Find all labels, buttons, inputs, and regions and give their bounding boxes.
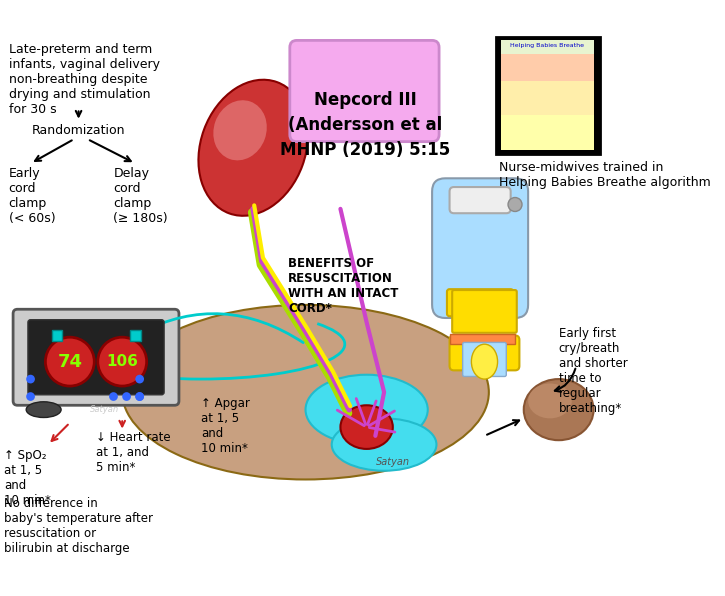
Text: ↓ Heart rate
at 1, and
5 min*: ↓ Heart rate at 1, and 5 min* <box>96 432 170 474</box>
FancyBboxPatch shape <box>463 343 506 377</box>
Bar <box>130 330 141 341</box>
Text: Satyan: Satyan <box>376 457 410 467</box>
Bar <box>501 80 594 116</box>
Text: Early first
cry/breath
and shorter
time to
regular
breathing*: Early first cry/breath and shorter time … <box>559 327 627 415</box>
Ellipse shape <box>305 375 428 445</box>
Ellipse shape <box>471 344 497 379</box>
Circle shape <box>136 392 144 401</box>
Text: Satyan: Satyan <box>90 405 120 414</box>
Text: Late-preterm and term
infants, vaginal delivery
non-breathing despite
drying and: Late-preterm and term infants, vaginal d… <box>9 43 159 116</box>
Text: ↑ Apgar
at 1, 5
and
10 min*: ↑ Apgar at 1, 5 and 10 min* <box>201 396 249 455</box>
Circle shape <box>123 392 131 401</box>
Bar <box>501 41 594 150</box>
FancyBboxPatch shape <box>452 290 517 333</box>
Circle shape <box>26 375 35 383</box>
Text: ↑ SpO₂
at 1, 5
and
10 min*: ↑ SpO₂ at 1, 5 and 10 min* <box>4 449 51 507</box>
FancyBboxPatch shape <box>290 41 439 142</box>
Text: No difference in
baby's temperature after
resuscitation or
bilirubin at discharg: No difference in baby's temperature afte… <box>4 497 154 555</box>
Ellipse shape <box>528 383 572 418</box>
Ellipse shape <box>26 402 61 417</box>
Circle shape <box>26 392 35 401</box>
Text: Delay
cord
clamp
(≥ 180s): Delay cord clamp (≥ 180s) <box>114 167 168 225</box>
FancyBboxPatch shape <box>432 178 528 318</box>
FancyBboxPatch shape <box>496 37 600 154</box>
FancyBboxPatch shape <box>450 336 519 370</box>
Circle shape <box>46 337 94 386</box>
Circle shape <box>136 392 144 401</box>
FancyBboxPatch shape <box>450 187 510 213</box>
Text: Nurse-midwives trained in
Helping Babies Breathe algorithm: Nurse-midwives trained in Helping Babies… <box>500 161 711 189</box>
Circle shape <box>508 197 522 212</box>
Text: Nepcord III
(Andersson et al
MHNP (2019) 5:15: Nepcord III (Andersson et al MHNP (2019)… <box>280 91 450 159</box>
Text: 106: 106 <box>107 354 138 369</box>
Bar <box>501 54 594 80</box>
Ellipse shape <box>213 100 267 160</box>
Ellipse shape <box>523 379 594 440</box>
FancyBboxPatch shape <box>447 289 513 316</box>
Ellipse shape <box>199 80 308 216</box>
Circle shape <box>98 337 146 386</box>
FancyBboxPatch shape <box>13 309 179 405</box>
Ellipse shape <box>332 418 436 471</box>
Circle shape <box>136 375 144 383</box>
Text: Helping Babies Breathe: Helping Babies Breathe <box>510 43 584 48</box>
Bar <box>51 330 62 341</box>
Circle shape <box>109 392 118 401</box>
Bar <box>450 334 515 344</box>
FancyBboxPatch shape <box>28 319 164 395</box>
Text: BENEFITS OF
RESUSCITATION
WITH AN INTACT
CORD*: BENEFITS OF RESUSCITATION WITH AN INTACT… <box>288 257 399 315</box>
Text: 74: 74 <box>57 353 83 371</box>
Bar <box>501 116 594 150</box>
Ellipse shape <box>123 305 489 479</box>
Text: Randomization: Randomization <box>32 124 125 137</box>
Text: Early
cord
clamp
(< 60s): Early cord clamp (< 60s) <box>9 167 55 225</box>
Ellipse shape <box>341 405 393 449</box>
